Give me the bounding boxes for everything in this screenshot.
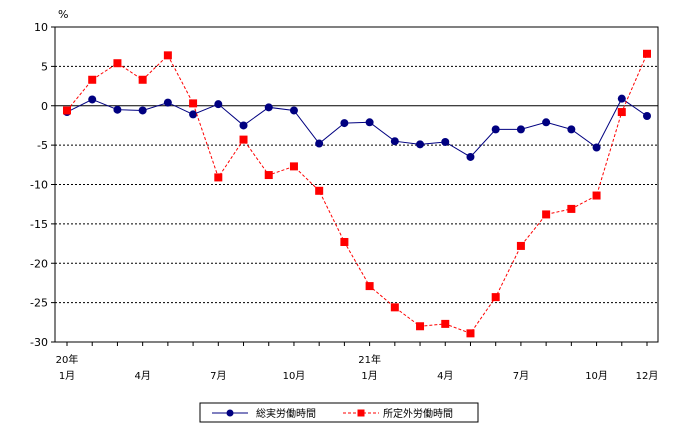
data-point-series-1: [113, 105, 122, 114]
data-point-series-1: [264, 103, 273, 112]
data-point-series-1: [138, 106, 147, 115]
data-point-series-2: [214, 173, 223, 182]
x-tick-label: 10月: [585, 370, 608, 382]
data-point-series-2: [441, 319, 450, 328]
data-point-series-2: [239, 135, 248, 144]
data-point-series-1: [466, 152, 475, 161]
data-point-series-2: [365, 282, 374, 291]
data-point-series-2: [491, 293, 500, 302]
data-point-series-2: [138, 75, 147, 84]
y-tick-label: -20: [30, 257, 48, 270]
y-tick-label: 10: [34, 21, 48, 34]
data-point-series-1: [365, 118, 374, 127]
data-point-series-2: [189, 99, 198, 108]
data-point-series-1: [416, 140, 425, 149]
x-tick-label: 1月: [361, 370, 377, 382]
legend-marker-series-1: [226, 409, 234, 417]
data-point-series-1: [542, 118, 551, 127]
y-tick-label: 0: [41, 100, 48, 113]
data-point-series-1: [390, 137, 399, 146]
data-point-series-1: [643, 111, 651, 120]
x-tick-year-label: 21年: [358, 353, 381, 366]
data-point-series-2: [466, 329, 475, 338]
data-point-series-2: [592, 191, 601, 200]
x-tick-label: 12月: [636, 370, 659, 382]
x-tick-label: 4月: [134, 370, 150, 382]
data-point-series-1: [189, 110, 198, 119]
data-point-series-2: [88, 75, 97, 84]
series-line-1: [66, 97, 648, 158]
data-point-series-2: [315, 186, 324, 195]
legend-label-series-1: 総実労働時間: [256, 407, 316, 420]
y-tick-label: -5: [37, 139, 48, 152]
data-point-series-2: [416, 322, 425, 331]
legend: 総実労働時間 所定外労働時間: [199, 402, 479, 423]
legend-marker-series-2: [357, 409, 365, 417]
y-tick-label: -25: [30, 297, 48, 310]
series-line-2: [66, 53, 648, 334]
data-point-series-2: [340, 237, 349, 246]
y-tick-label: -15: [30, 218, 48, 231]
data-point-series-1: [441, 137, 450, 146]
x-tick-label: 10月: [283, 370, 306, 382]
data-point-series-1: [214, 100, 223, 109]
data-point-series-1: [163, 98, 172, 107]
gridlines: [55, 65, 658, 304]
y-tick-label: -10: [30, 179, 48, 192]
data-point-series-1: [315, 139, 324, 148]
y-tick-label: -30: [30, 336, 48, 349]
y-unit-label: %: [58, 8, 68, 21]
data-point-series-1: [617, 94, 626, 103]
y-axis-ticks: 10 5 0 -5 -10 -15 -20 -25 -30: [30, 21, 55, 349]
series-layer: [63, 49, 651, 338]
data-point-series-1: [592, 143, 601, 152]
data-point-series-2: [617, 108, 626, 117]
legend-label-series-2: 所定外労働時間: [383, 407, 453, 420]
data-point-series-2: [264, 171, 273, 180]
data-point-series-2: [390, 303, 399, 312]
y-tick-label: 5: [41, 60, 48, 73]
data-point-series-2: [63, 106, 71, 115]
data-point-series-2: [289, 162, 298, 171]
data-point-series-2: [163, 51, 172, 60]
data-point-series-2: [113, 59, 122, 68]
data-point-series-2: [542, 210, 551, 219]
data-point-series-2: [516, 241, 525, 250]
legend-box: [199, 402, 479, 423]
data-point-series-1: [567, 125, 576, 134]
x-tick-label: 1月: [59, 370, 75, 382]
data-point-series-1: [340, 119, 349, 128]
data-point-series-1: [88, 95, 97, 104]
x-tick-year-label: 20年: [56, 353, 79, 366]
data-point-series-1: [289, 106, 298, 115]
data-point-series-2: [643, 49, 651, 58]
x-tick-label: 4月: [437, 370, 453, 382]
data-point-series-1: [239, 121, 248, 130]
x-tick-label: 7月: [513, 370, 529, 382]
data-point-series-2: [567, 204, 576, 213]
data-point-series-1: [516, 125, 525, 134]
data-point-series-1: [491, 125, 500, 134]
x-tick-label: 7月: [210, 370, 226, 382]
x-axis-ticks: 20年 1月 4月 7月 10月 21年 1月 4月 7月 10月 12月: [56, 342, 659, 382]
